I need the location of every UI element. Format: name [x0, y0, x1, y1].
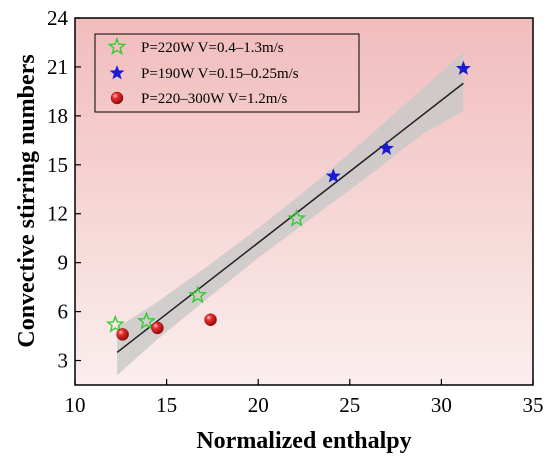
- legend: P=220W V=0.4–1.3m/s P=190W V=0.15–0.25m/…: [94, 33, 360, 113]
- x-tick-label: 35: [523, 393, 544, 417]
- x-tick-label: 25: [339, 393, 360, 417]
- data-point-series-3: [151, 321, 164, 335]
- legend-markers: [107, 37, 127, 105]
- legend-label-series-2: P=190W V=0.15–0.25m/s: [141, 66, 299, 82]
- x-tick-label: 15: [156, 393, 177, 417]
- y-axis-title: Convective stirring numbers: [14, 54, 40, 347]
- legend-label-series-1: P=220W V=0.4–1.3m/s: [141, 40, 284, 56]
- data-point-series-2: [455, 60, 471, 75]
- data-point-series-1: [105, 314, 125, 333]
- y-tick-label: 9: [58, 251, 69, 275]
- data-points-layer: [105, 60, 471, 341]
- axis-ticks: 10 15 20 25 30 35 3 6 9 12 15 18 21 24: [47, 6, 544, 417]
- legend-marker-series-3: [110, 91, 124, 105]
- x-axis-title: Normalized enthalpy: [196, 428, 411, 454]
- y-tick-label: 6: [58, 300, 69, 324]
- data-point-series-1: [136, 311, 156, 330]
- data-point-series-1: [287, 208, 307, 227]
- data-point-series-2: [325, 168, 341, 183]
- legend-marker-series-1: [107, 37, 127, 56]
- x-tick-label: 30: [431, 393, 452, 417]
- y-tick-label: 24: [47, 6, 69, 30]
- data-point-series-3: [204, 313, 217, 327]
- plot-frame: [74, 17, 534, 386]
- data-point-series-2: [378, 140, 394, 155]
- y-tick-label: 3: [58, 349, 69, 373]
- legend-label-series-3: P=220–300W V=1.2m/s: [141, 91, 288, 107]
- x-tick-label: 20: [248, 393, 269, 417]
- data-point-series-1: [188, 285, 208, 304]
- y-tick-label: 18: [47, 104, 68, 128]
- x-tick-label: 10: [65, 393, 86, 417]
- legend-box: [94, 33, 360, 113]
- legend-marker-series-2: [109, 65, 125, 80]
- y-tick-label: 15: [47, 153, 68, 177]
- y-tick-label: 12: [47, 202, 68, 226]
- y-tick-label: 21: [47, 55, 68, 79]
- data-point-series-3: [116, 328, 129, 341]
